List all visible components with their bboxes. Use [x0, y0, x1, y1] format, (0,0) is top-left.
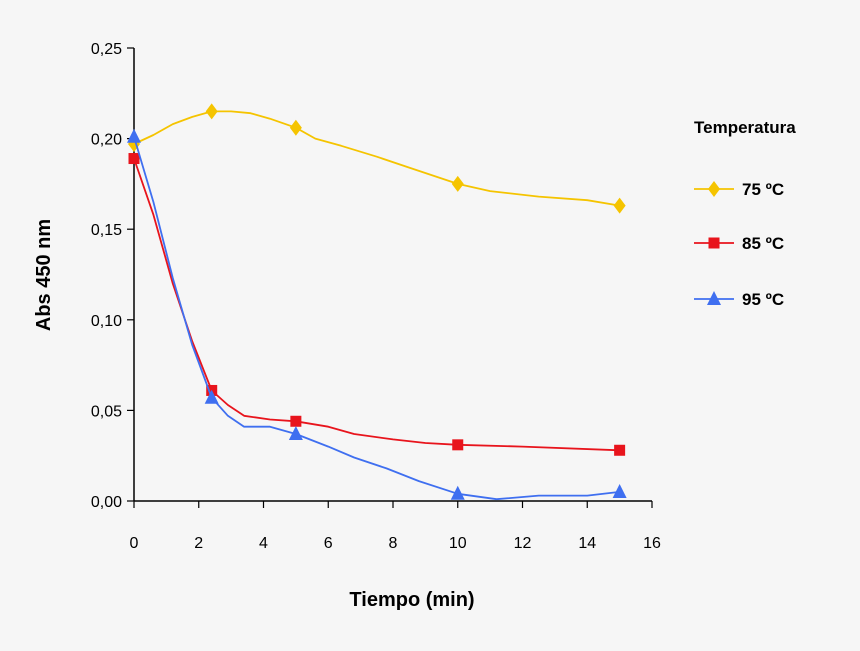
series-line — [133, 136, 620, 501]
legend: Temperatura 75 ºC 85 ºC 95 ºC — [694, 118, 796, 309]
legend-marker — [707, 291, 721, 305]
y-tick-label: 0,05 — [91, 403, 122, 420]
y-tick-label: 0,25 — [91, 41, 122, 58]
x-tick-label: 14 — [578, 535, 596, 552]
data-point — [205, 103, 218, 120]
data-point — [613, 197, 626, 214]
x-tick-label: 0 — [130, 535, 139, 552]
series-layer — [127, 103, 627, 501]
y-tick-label: 0,10 — [91, 313, 122, 330]
data-point — [204, 389, 219, 404]
y-tick-label: 0,00 — [91, 494, 122, 511]
x-tick-label: 8 — [389, 535, 398, 552]
data-point — [128, 153, 140, 165]
axes: 0 2 4 6 8 10 12 14 16 0,00 0,05 0,10 0,15 0,20 0,25 — [91, 41, 661, 552]
data-point — [612, 483, 627, 498]
y-tick-label: 0,20 — [91, 132, 122, 149]
x-tick-label: 2 — [194, 535, 203, 552]
data-point — [289, 119, 302, 136]
x-tick-label: 6 — [324, 535, 333, 552]
series-diamond — [128, 103, 626, 214]
y-tick-label: 0,15 — [91, 222, 122, 239]
x-ticks: 0 2 4 6 8 10 12 14 16 — [130, 501, 661, 552]
data-point — [290, 415, 302, 427]
data-point — [452, 439, 464, 451]
x-tick-label: 12 — [514, 535, 532, 552]
legend-entry: 75 ºC — [694, 180, 784, 199]
data-point — [614, 444, 626, 456]
series-line — [133, 110, 620, 207]
series-square — [128, 153, 626, 456]
legend-marker — [708, 237, 720, 249]
data-point — [127, 128, 141, 143]
y-ticks: 0,00 0,05 0,10 0,15 0,20 0,25 — [91, 41, 134, 511]
data-point — [450, 485, 465, 500]
y-axis-title: Abs 450 nm — [33, 219, 55, 331]
legend-label: 75 ºC — [742, 180, 784, 199]
x-axis-title: Tiempo (min) — [349, 589, 474, 611]
legend-entry: 95 ºC — [694, 290, 784, 309]
x-tick-label: 4 — [259, 535, 268, 552]
x-tick-label: 10 — [449, 535, 467, 552]
legend-title: Temperatura — [694, 118, 796, 137]
legend-label: 85 ºC — [742, 234, 784, 253]
legend-entry: 85 ºC — [694, 234, 784, 253]
data-point — [451, 175, 464, 192]
legend-marker — [708, 181, 720, 197]
series-triangle — [127, 128, 627, 501]
legend-label: 95 ºC — [742, 290, 784, 309]
data-point — [288, 425, 303, 440]
series-line — [133, 158, 620, 452]
x-tick-label: 16 — [643, 535, 661, 552]
